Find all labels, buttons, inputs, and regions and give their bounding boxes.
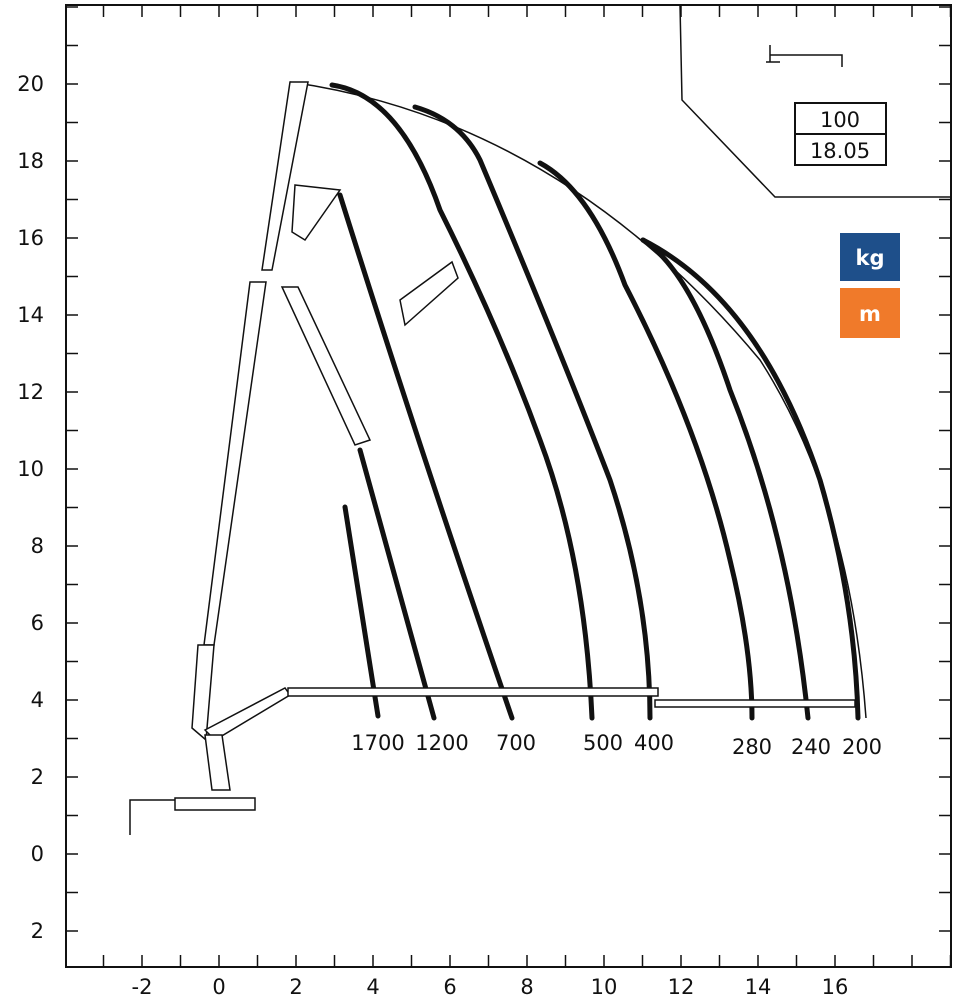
load-label: 400: [634, 731, 674, 755]
load-label: 200: [842, 735, 882, 759]
y-tick-label: 8: [31, 534, 44, 558]
y-tick-label: 20: [17, 72, 44, 96]
stabilizer: [129, 799, 175, 835]
x-tick-label: 10: [591, 975, 618, 999]
load-label: 1200: [415, 731, 468, 755]
y-tick-label: 18: [17, 149, 44, 173]
frame: [65, 4, 952, 968]
crane-icon: [766, 45, 843, 67]
envelope: [289, 81, 867, 719]
extension: [654, 699, 856, 708]
y-tick-label: 2: [31, 919, 44, 943]
curve: [337, 192, 515, 721]
load-curves: [329, 82, 861, 721]
y-tick-label: 0: [31, 842, 44, 866]
parked-jib-2: [280, 286, 372, 446]
y-tick-label: 4: [31, 688, 44, 712]
base: [174, 797, 256, 811]
crane: [129, 81, 856, 835]
kg-label: kg: [856, 246, 885, 270]
parked-jib-1: [291, 184, 342, 242]
info-top: 100: [820, 108, 860, 132]
load-label: 280: [732, 735, 772, 759]
x-tick-label: 0: [212, 975, 225, 999]
x-tick-label: 12: [668, 975, 695, 999]
y-tick-label: 6: [31, 611, 44, 635]
load-label: 1700: [351, 731, 404, 755]
kg-badge: [840, 233, 900, 281]
load-label: 240: [791, 735, 831, 759]
m-badge: [840, 288, 900, 338]
curve: [357, 447, 437, 721]
parked-jib-3: [399, 260, 459, 327]
x-tick-label: -2: [132, 975, 153, 999]
corner-divider: [679, 4, 951, 198]
y-tick-label: 10: [17, 457, 44, 481]
y-tick-label: 14: [17, 303, 44, 327]
knuckle: [203, 687, 292, 741]
x-tick-label: 8: [520, 975, 533, 999]
x-tick-label: 6: [443, 975, 456, 999]
x-tick-label: 4: [366, 975, 379, 999]
load-label: 700: [496, 731, 536, 755]
curve: [412, 104, 653, 721]
curve: [342, 504, 381, 719]
boom-tip: [261, 81, 309, 271]
x-tick-label: 16: [822, 975, 849, 999]
curve: [640, 237, 811, 721]
m-label: m: [859, 302, 881, 326]
load-label: 500: [583, 731, 623, 755]
y-tick-label: 12: [17, 380, 44, 404]
boom: [203, 281, 267, 646]
column: [204, 734, 231, 791]
lower-boom: [287, 687, 659, 697]
y-tick-label: 16: [17, 226, 44, 250]
curve: [640, 237, 861, 721]
x-tick-label: 14: [745, 975, 772, 999]
ticks: [66, 5, 952, 967]
curve: [537, 160, 755, 721]
y-tick-label: 2: [31, 765, 44, 789]
boom-base: [191, 644, 215, 742]
curve: [329, 82, 595, 721]
x-tick-label: 2: [289, 975, 302, 999]
info-bottom: 18.05: [810, 139, 870, 163]
